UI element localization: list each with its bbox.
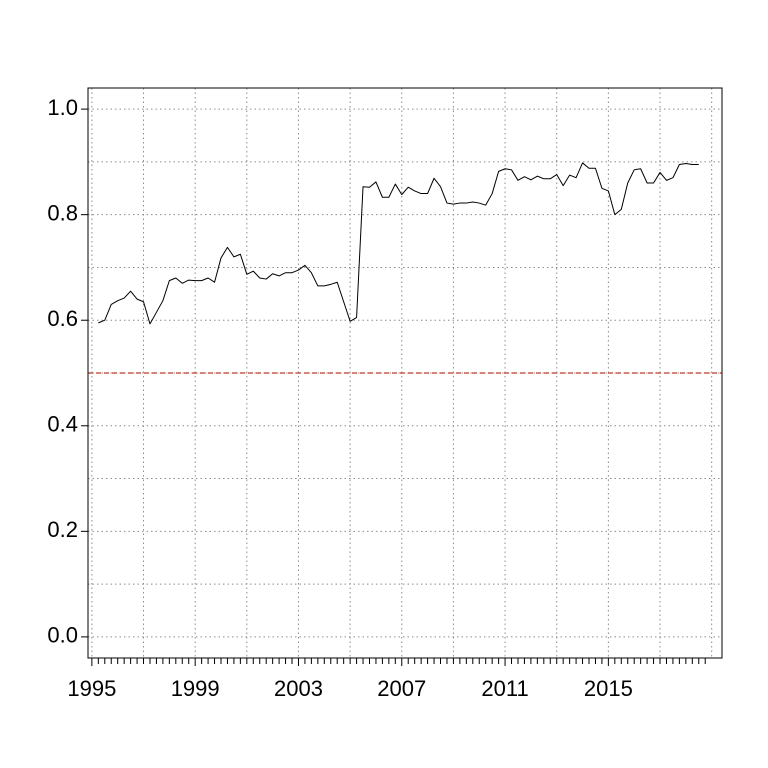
x-tick-label: 2015	[584, 676, 633, 701]
x-tick-label: 2003	[274, 676, 323, 701]
y-tick-label: 0.8	[47, 200, 78, 225]
x-tick-label: 1995	[67, 676, 116, 701]
y-tick-label: 0.2	[47, 517, 78, 542]
series-line	[98, 162, 699, 325]
y-tick-label: 0.6	[47, 306, 78, 331]
x-tick-label: 2007	[377, 676, 426, 701]
y-tick-label: 0.4	[47, 412, 78, 437]
y-tick-label: 1.0	[47, 95, 78, 120]
x-axis: 1995 1999 2003 2007 2011 2015	[67, 658, 706, 701]
y-tick-label: 0.0	[47, 623, 78, 648]
plot-frame	[87, 87, 723, 659]
x-tick-label: 2011	[481, 676, 528, 701]
x-tick-label: 1999	[171, 676, 220, 701]
series-layer	[98, 162, 699, 325]
y-axis: 0.0 0.2 0.4 0.6 0.8 1.0	[47, 95, 88, 648]
